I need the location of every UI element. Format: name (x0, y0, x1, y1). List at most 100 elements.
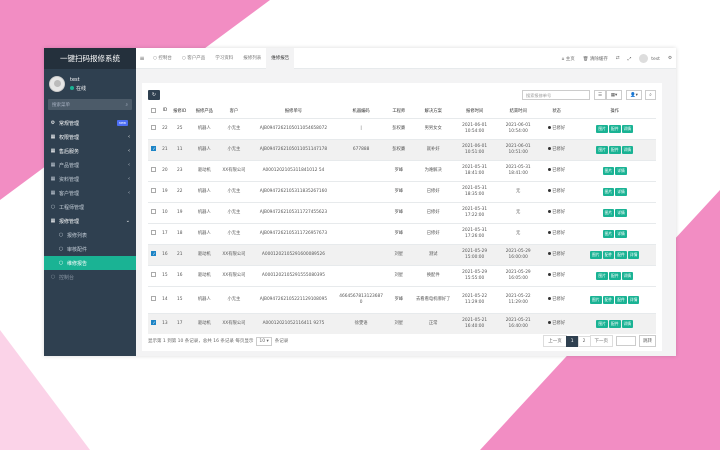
row-checkbox[interactable] (148, 243, 160, 265)
col-order-no[interactable]: 报修单号 (248, 104, 339, 119)
sidebar-item-products[interactable]: ▦ 产品管理 ‹ (50, 162, 130, 169)
columns-button[interactable]: ▦▾ (606, 90, 622, 100)
clear-cache-link[interactable]: 🗑 清除缓存 (582, 56, 608, 62)
row-checkbox[interactable] (148, 222, 160, 244)
tab-dashboard[interactable]: ○ 控制台 (153, 55, 172, 62)
avatar[interactable] (49, 76, 65, 92)
action-button[interactable]: 详情 (621, 319, 634, 328)
col-machine-code[interactable]: 机器编码 (338, 104, 384, 119)
tab-customer-products[interactable]: ○ 客户产品 (181, 55, 206, 62)
page-size-select[interactable]: 10 ▾ (256, 336, 272, 346)
table-row[interactable]: 10 19 机器人 小无主 AJB0947262105311727455623 罗峰 已修好… (148, 201, 656, 223)
action-button[interactable]: 图片 (596, 271, 608, 280)
col-repair-time[interactable]: 报修时间 (452, 104, 497, 119)
row-checkbox[interactable] (148, 180, 160, 202)
jump-page-input[interactable] (616, 336, 636, 346)
row-checkbox[interactable] (148, 159, 160, 181)
col-engineer[interactable]: 工程师 (384, 104, 414, 119)
tab-learning[interactable]: 学习资料 (215, 56, 234, 61)
row-checkbox[interactable] (148, 138, 160, 160)
col-id[interactable]: ID (159, 104, 170, 119)
tab-repair-report[interactable]: 维修报告 (266, 48, 295, 69)
search-input[interactable]: 搜索报修单号 (522, 90, 590, 100)
col-end-time[interactable]: 结束时间 (496, 104, 540, 119)
action-button[interactable]: 详情 (627, 250, 640, 259)
action-button[interactable]: 详情 (621, 145, 634, 154)
select-all-checkbox[interactable] (148, 104, 160, 119)
translate-icon[interactable]: ⇄ (615, 56, 620, 61)
cell-status: 已修好 (539, 264, 574, 286)
action-button[interactable]: 配件 (602, 250, 615, 259)
sidebar-item-review-parts[interactable]: ○ 审核配件 (58, 246, 88, 253)
action-button[interactable]: 图片 (602, 166, 615, 175)
user-menu[interactable]: test (639, 54, 660, 63)
row-checkbox[interactable] (148, 312, 160, 334)
export-button[interactable]: 👤▾ (626, 90, 642, 100)
row-checkbox[interactable] (148, 285, 160, 313)
col-solution[interactable]: 解决方案 (413, 104, 453, 119)
action-button[interactable]: 图片 (596, 124, 608, 133)
action-button[interactable]: 配件 (602, 295, 615, 304)
table-toolbar: ↻ 搜索报修单号 ☰ ▦▾ 👤▾ ⌕ (148, 90, 656, 101)
sidebar-item-repairs[interactable]: ▦ 报修管理 ⌄ (50, 218, 130, 225)
menu-toggle-icon[interactable]: ≡ (139, 54, 145, 62)
next-page-button[interactable]: 下一页 (589, 335, 613, 347)
col-product[interactable]: 报修产品 (189, 104, 220, 119)
action-button[interactable]: 图片 (590, 250, 602, 259)
table-row[interactable]: 17 18 机器人 小无主 AJB0947262105311726957673 罗峰 已修好… (148, 222, 656, 244)
settings-icon[interactable]: ⚙ (667, 56, 672, 61)
action-button[interactable]: 详情 (615, 208, 627, 217)
action-button[interactable]: 配件 (615, 250, 627, 259)
row-checkbox[interactable] (148, 264, 160, 286)
action-button[interactable]: 配件 (608, 124, 621, 133)
prev-page-button[interactable]: 上一页 (543, 335, 567, 347)
action-button[interactable]: 详情 (615, 187, 627, 196)
sidebar-item-repair-list[interactable]: ○ 报修列表 (58, 232, 88, 239)
row-checkbox[interactable] (148, 201, 160, 223)
action-button[interactable]: 详情 (615, 229, 627, 238)
col-customer[interactable]: 客户 (219, 104, 249, 119)
sidebar-item-customers[interactable]: ▦ 客户管理 ‹ (50, 190, 130, 197)
sidebar-item-engineers[interactable]: ○ 工程师管理 (50, 204, 85, 211)
action-button[interactable]: 图片 (596, 145, 608, 154)
action-button[interactable]: 详情 (621, 271, 634, 280)
table-row[interactable]: 19 22 机器人 小无主 AJB0947262105311835267160 罗峰 已修好… (148, 180, 656, 202)
action-button[interactable]: 配件 (615, 295, 627, 304)
table-row[interactable]: 2111机器人小无主AJB094726210501105114717867788… (148, 138, 656, 160)
action-button[interactable]: 图片 (602, 229, 615, 238)
advanced-search-button[interactable]: ⌕ (645, 90, 656, 100)
action-button[interactable]: 详情 (615, 166, 627, 175)
action-button[interactable]: 配件 (608, 271, 621, 280)
table-row[interactable]: 15 16 驱动机 XX有限公司 A0001202105291555080395 刘星 换配… (148, 264, 656, 286)
sidebar-item-documents[interactable]: ▦ 资料管理 ‹ (50, 176, 130, 183)
sidebar-search[interactable]: 搜索菜单 ⌕ (48, 99, 132, 110)
tab-repair-list[interactable]: 报修列表 (243, 56, 262, 61)
table-row[interactable]: 22 25 机器人 小无主 AJB0947262105011054658072 | 彭权廉男… (148, 117, 656, 139)
sidebar-item-repair-report[interactable]: ○ 维修报告 (44, 256, 136, 270)
fullscreen-icon[interactable]: ⤢ (627, 56, 632, 62)
list-view-button[interactable]: ☰ (594, 90, 606, 100)
col-repair-id[interactable]: 报修ID (169, 104, 190, 119)
action-button[interactable]: 图片 (596, 319, 608, 328)
row-checkbox[interactable] (148, 117, 160, 139)
action-button[interactable]: 图片 (602, 187, 615, 196)
table-row[interactable]: 14 15 机器人 小无主 AJB0947262105221129108095 46645… (148, 285, 656, 313)
action-button[interactable]: 配件 (608, 145, 621, 154)
col-status[interactable]: 状态 (539, 104, 574, 119)
status-dot-icon (548, 209, 552, 213)
refresh-button[interactable]: ↻ (148, 90, 160, 100)
action-button[interactable]: 图片 (590, 295, 602, 304)
home-link[interactable]: ⌂ 主页 (561, 56, 575, 62)
sidebar-item-general[interactable]: ⚙ 常规管理 new (50, 120, 128, 127)
action-button[interactable]: 详情 (621, 124, 634, 133)
table-row[interactable]: 20 23 驱动机 XX有限公司 A0001202105311841012 54 罗峰 为难… (148, 159, 656, 181)
jump-button[interactable]: 跳转 (639, 335, 656, 347)
sidebar-item-permissions[interactable]: ▦ 权限管理 ‹ (50, 134, 130, 141)
sidebar-item-after-sales[interactable]: ▦ 售后服务 ‹ (50, 148, 130, 155)
action-button[interactable]: 配件 (608, 319, 621, 328)
action-button[interactable]: 详情 (627, 295, 640, 304)
action-button[interactable]: 图片 (602, 208, 615, 217)
sidebar-item-dashboard[interactable]: ○ 控制台 (50, 274, 75, 281)
